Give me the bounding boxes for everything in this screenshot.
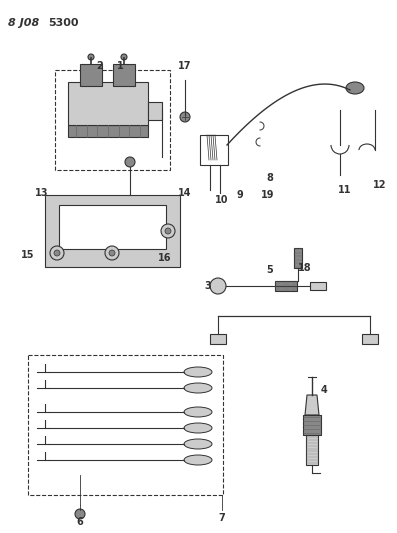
Text: 17: 17 (178, 61, 192, 71)
Bar (303, 415, 321, 435)
Circle shape (75, 509, 85, 519)
Bar (200, 135, 228, 165)
Circle shape (105, 246, 119, 260)
Text: 8 J08: 8 J08 (8, 18, 39, 28)
Ellipse shape (346, 82, 364, 94)
Circle shape (121, 54, 127, 60)
Bar (210, 334, 226, 344)
Bar (294, 248, 302, 268)
Circle shape (180, 112, 190, 122)
Text: 5: 5 (267, 265, 274, 275)
Circle shape (165, 228, 171, 234)
Circle shape (88, 54, 94, 60)
Polygon shape (305, 395, 319, 415)
Text: 12: 12 (373, 180, 387, 190)
Text: 9: 9 (237, 190, 243, 200)
Text: 19: 19 (261, 190, 275, 200)
Bar (113, 64, 135, 86)
Circle shape (210, 278, 226, 294)
Bar (310, 282, 326, 290)
Text: 8: 8 (266, 173, 274, 183)
Text: 1: 1 (117, 61, 123, 71)
Text: 5300: 5300 (48, 18, 79, 28)
Ellipse shape (184, 423, 212, 433)
Ellipse shape (184, 439, 212, 449)
Bar (362, 334, 378, 344)
Text: 13: 13 (35, 188, 49, 198)
Text: 15: 15 (21, 250, 35, 260)
Text: 16: 16 (158, 253, 172, 263)
Circle shape (161, 224, 175, 238)
Bar (68, 82, 148, 125)
Text: 11: 11 (338, 185, 352, 195)
Bar (45, 195, 180, 267)
Text: 6: 6 (77, 517, 83, 527)
Circle shape (125, 157, 135, 167)
Text: 7: 7 (219, 513, 225, 523)
Ellipse shape (184, 383, 212, 393)
Text: 4: 4 (321, 385, 328, 395)
Ellipse shape (184, 407, 212, 417)
Text: 2: 2 (96, 61, 103, 71)
Bar (148, 102, 162, 120)
Bar (68, 125, 148, 137)
Bar (80, 64, 102, 86)
Text: 18: 18 (298, 263, 312, 273)
Bar (306, 435, 318, 465)
Bar (59, 205, 166, 249)
Circle shape (54, 250, 60, 256)
Text: 14: 14 (178, 188, 192, 198)
Bar (275, 281, 297, 291)
Circle shape (50, 246, 64, 260)
Bar (55, 70, 170, 170)
Ellipse shape (184, 455, 212, 465)
Text: 3: 3 (204, 281, 211, 291)
Ellipse shape (184, 367, 212, 377)
Text: 10: 10 (215, 195, 229, 205)
Circle shape (109, 250, 115, 256)
Bar (28, 355, 223, 495)
